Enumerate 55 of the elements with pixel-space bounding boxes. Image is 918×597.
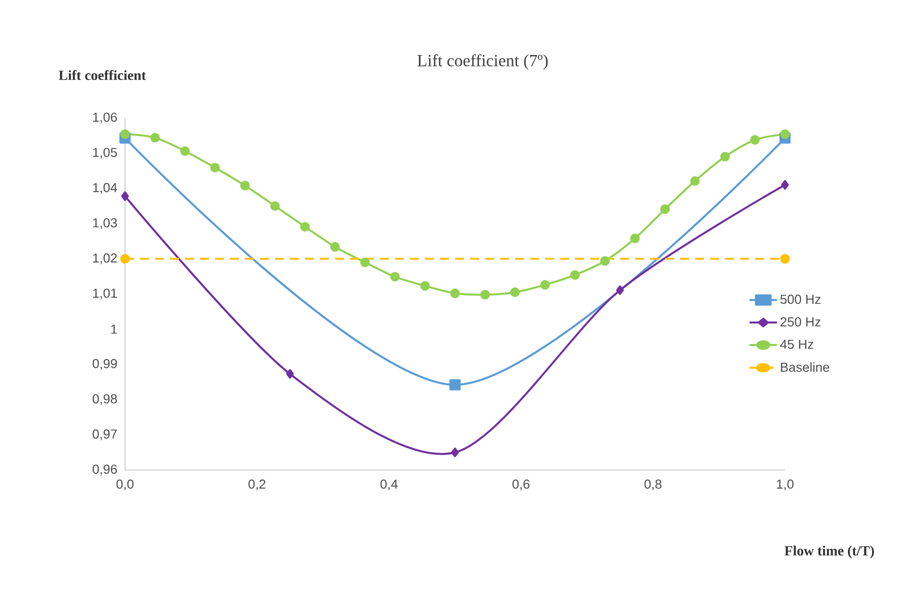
point — [781, 180, 789, 190]
legend-label: 500 Hz — [780, 294, 820, 304]
y-tick-label: 1,03 — [93, 218, 117, 229]
point — [150, 132, 160, 143]
point — [780, 129, 790, 139]
x-tick-label: 0,2 — [248, 480, 266, 490]
point — [120, 254, 130, 264]
legend-label: Baseline — [780, 362, 830, 372]
point — [121, 191, 129, 201]
x-axis-title: Flow time (t/T) — [784, 546, 874, 558]
point — [450, 288, 460, 298]
point — [540, 280, 550, 290]
point — [570, 270, 580, 280]
y-axis-title: Lift coefficient — [58, 70, 146, 80]
point — [480, 290, 490, 300]
point — [600, 256, 610, 266]
point — [449, 379, 461, 390]
point — [510, 287, 520, 298]
point — [780, 254, 790, 264]
point — [240, 180, 250, 190]
legend-label: 45 Hz — [780, 340, 814, 349]
y-tick-label: 0,97 — [92, 429, 117, 440]
point — [616, 285, 624, 295]
x-tick-label: 0,4 — [380, 480, 398, 490]
y-tick-label: 0,98 — [92, 394, 117, 405]
point — [270, 201, 280, 211]
point — [210, 162, 220, 172]
x-tick-label: 0,6 — [512, 480, 530, 490]
point — [690, 176, 700, 186]
y-tick-label: 1,01 — [93, 288, 117, 300]
y-tick-label: 1 — [111, 324, 117, 334]
point — [420, 281, 430, 291]
point — [180, 146, 190, 156]
point — [300, 222, 310, 232]
y-tick-label: 1,05 — [93, 148, 117, 159]
legend-label: 250 Hz — [780, 317, 820, 326]
point — [330, 242, 340, 252]
point — [360, 258, 370, 268]
y-tick-label: 1,06 — [93, 112, 117, 124]
y-tick-label: 1,02 — [93, 253, 117, 264]
point — [120, 129, 130, 139]
point — [286, 369, 294, 379]
point — [630, 234, 640, 244]
y-tick-label: 0,99 — [92, 359, 117, 370]
point — [720, 152, 730, 162]
point — [660, 204, 670, 214]
y-tick-label: 0,96 — [92, 464, 117, 476]
chart-title: Lift coefficient (7º) — [417, 54, 548, 70]
x-tick-label: 0,8 — [644, 480, 662, 490]
point — [750, 135, 760, 145]
x-tick-label: 1,0 — [776, 480, 794, 490]
x-tick-label: 0,0 — [116, 480, 134, 490]
point — [451, 448, 459, 458]
point — [390, 272, 400, 282]
y-tick-label: 1,04 — [93, 183, 118, 194]
